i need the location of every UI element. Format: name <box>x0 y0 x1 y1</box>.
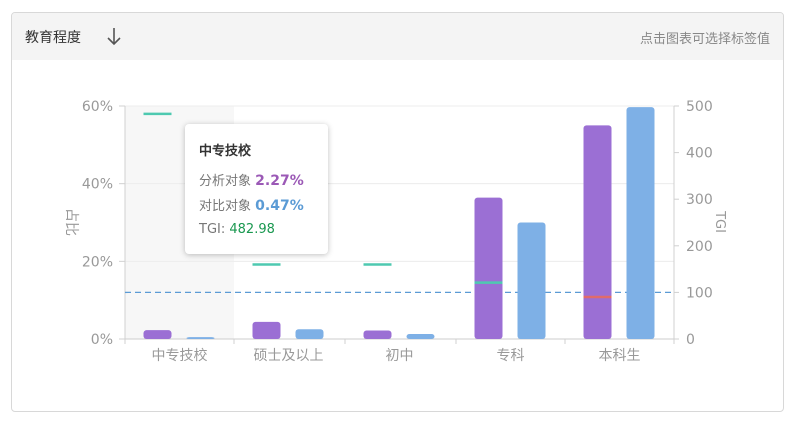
bar-compare <box>626 107 655 339</box>
bar-compare <box>406 333 435 339</box>
y2-tick-label: 500 <box>686 99 713 115</box>
y2-tick-label: 400 <box>686 146 713 162</box>
bar-analysis <box>363 330 392 339</box>
bar-compare <box>186 337 215 339</box>
bar-compare <box>295 329 324 339</box>
sort-arrow-down-icon[interactable] <box>104 25 124 47</box>
card-title: 教育程度 <box>25 30 81 46</box>
x-tick-label: 专科 <box>497 348 525 364</box>
bar-analysis <box>583 125 612 340</box>
tooltip-title: 中专技校 <box>199 144 252 159</box>
x-tick-label: 初中 <box>386 347 414 364</box>
tooltip: 中专技校 分析对象 2.27% 对比对象 0.47% TGI: 482.98 <box>185 124 328 254</box>
y-tick-label: 0% <box>91 332 113 348</box>
tooltip-analysis-value: 2.27% <box>255 173 304 189</box>
y2-tick-label: 300 <box>686 192 713 208</box>
card-header: 教育程度 点击图表可选择标签值 <box>12 13 783 60</box>
x-tick-label: 中专技校 <box>152 347 208 364</box>
select-label-hint: 点击图表可选择标签值 <box>639 32 770 47</box>
tooltip-analysis-label: 分析对象 <box>199 174 252 189</box>
tooltip-tgi-label: TGI: <box>199 222 226 237</box>
tooltip-compare-label: 对比对象 <box>199 199 252 214</box>
bar-analysis <box>252 321 281 339</box>
tooltip-analysis-row: 分析对象 2.27% <box>199 170 304 189</box>
y-axis-title: 占比 <box>63 208 79 236</box>
y-tick-label: 60% <box>82 99 113 115</box>
tooltip-tgi-value: 482.98 <box>229 222 275 237</box>
bar-compare <box>517 222 546 339</box>
y2-tick-label: 200 <box>686 239 713 255</box>
x-tick-label: 本科生 <box>599 348 641 364</box>
x-tick-label: 硕士及以上 <box>254 348 324 364</box>
y2-tick-label: 0 <box>686 332 695 348</box>
bar-analysis <box>143 330 172 339</box>
tooltip-compare-row: 对比对象 0.47% <box>199 195 304 214</box>
y-tick-label: 20% <box>82 254 113 270</box>
y2-axis-title: TGI <box>712 210 727 233</box>
y2-tick-label: 100 <box>686 285 713 301</box>
bar-analysis <box>474 197 503 339</box>
y-tick-label: 40% <box>82 177 113 193</box>
tooltip-compare-value: 0.47% <box>255 198 304 214</box>
tooltip-tgi-row: TGI: 482.98 <box>199 222 275 237</box>
